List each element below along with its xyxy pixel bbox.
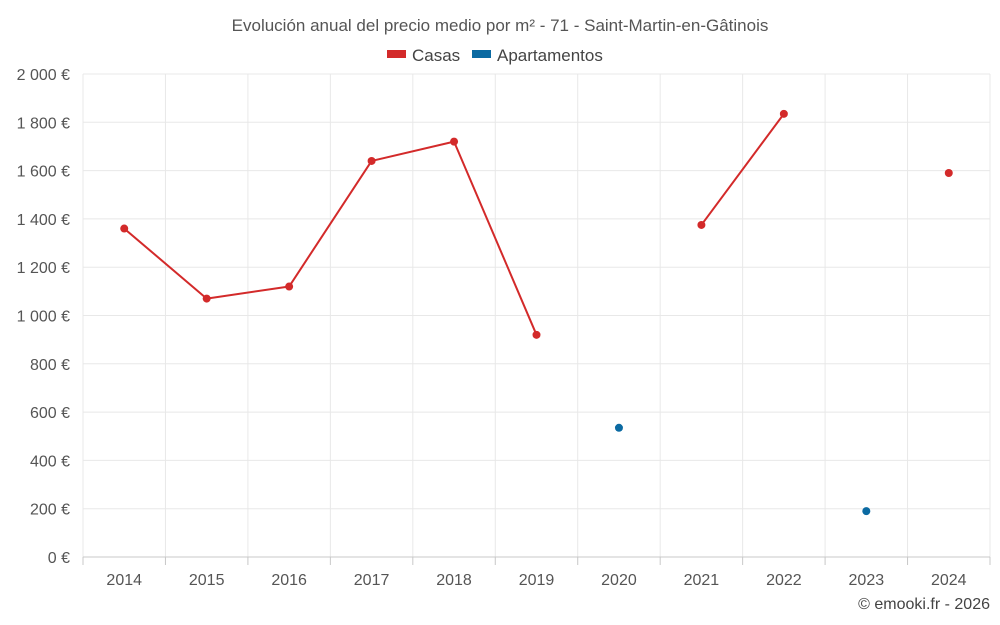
y-tick-label: 0 € <box>48 550 70 567</box>
x-axis: 2014 2015 2016 2017 2018 2019 2020 2021 2022 2023… <box>82 556 991 589</box>
data-point[interactable] <box>285 282 294 291</box>
x-tick-label: 2017 <box>354 572 390 589</box>
data-point[interactable] <box>367 156 376 165</box>
legend: Casas Apartamentos <box>387 46 603 65</box>
credit-text: © emooki.fr - 2026 <box>858 596 990 613</box>
plot-area <box>120 109 953 516</box>
x-tick-label: 2014 <box>106 572 142 589</box>
gridlines <box>82 73 991 557</box>
x-tick-label: 2024 <box>931 572 967 589</box>
series-line-segment <box>123 227 208 300</box>
y-tick-label: 1 600 € <box>17 164 70 181</box>
x-tick-label: 2020 <box>601 572 637 589</box>
x-tick-label: 2015 <box>189 572 225 589</box>
y-tick-label: 400 € <box>30 453 70 470</box>
data-point[interactable] <box>120 224 129 233</box>
data-point[interactable] <box>944 169 953 178</box>
y-tick-label: 200 € <box>30 502 70 519</box>
y-tick-label: 1 400 € <box>17 212 70 229</box>
series-line-segment <box>205 285 291 300</box>
data-point[interactable] <box>697 220 706 229</box>
y-tick-label: 2 000 € <box>17 67 70 84</box>
series-line-segment <box>288 159 373 288</box>
y-tick-label: 1 200 € <box>17 260 70 277</box>
chart-title: Evolución anual del precio medio por m² … <box>232 16 769 35</box>
series-line-segment <box>453 140 538 336</box>
x-tick-label: 2016 <box>271 572 307 589</box>
data-point[interactable] <box>450 137 459 146</box>
x-tick-label: 2021 <box>684 572 720 589</box>
legend-swatch-casas <box>387 50 406 58</box>
series-casas <box>120 109 953 339</box>
x-tick-label: 2023 <box>849 572 885 589</box>
x-tick-label: 2019 <box>519 572 555 589</box>
series-line-segment <box>700 112 785 226</box>
y-tick-label: 1 000 € <box>17 309 70 326</box>
y-tick-label: 600 € <box>30 405 70 422</box>
legend-label-casas[interactable]: Casas <box>412 46 460 65</box>
data-point[interactable] <box>532 330 541 339</box>
y-axis: 0 € 200 € 400 € 600 € 800 € 1 000 € 1 200 € 1 4… <box>17 67 70 567</box>
data-point[interactable] <box>202 294 211 303</box>
x-tick-label: 2022 <box>766 572 802 589</box>
data-point[interactable] <box>779 109 788 118</box>
legend-label-apartamentos[interactable]: Apartamentos <box>497 46 603 65</box>
legend-swatch-apartamentos <box>472 50 491 58</box>
y-tick-label: 800 € <box>30 357 70 374</box>
x-tick-label: 2018 <box>436 572 472 589</box>
data-point[interactable] <box>862 507 871 516</box>
data-point[interactable] <box>614 423 623 432</box>
y-tick-label: 1 800 € <box>17 115 70 132</box>
series-apartamentos <box>614 423 871 516</box>
series-line-segment <box>370 140 456 162</box>
